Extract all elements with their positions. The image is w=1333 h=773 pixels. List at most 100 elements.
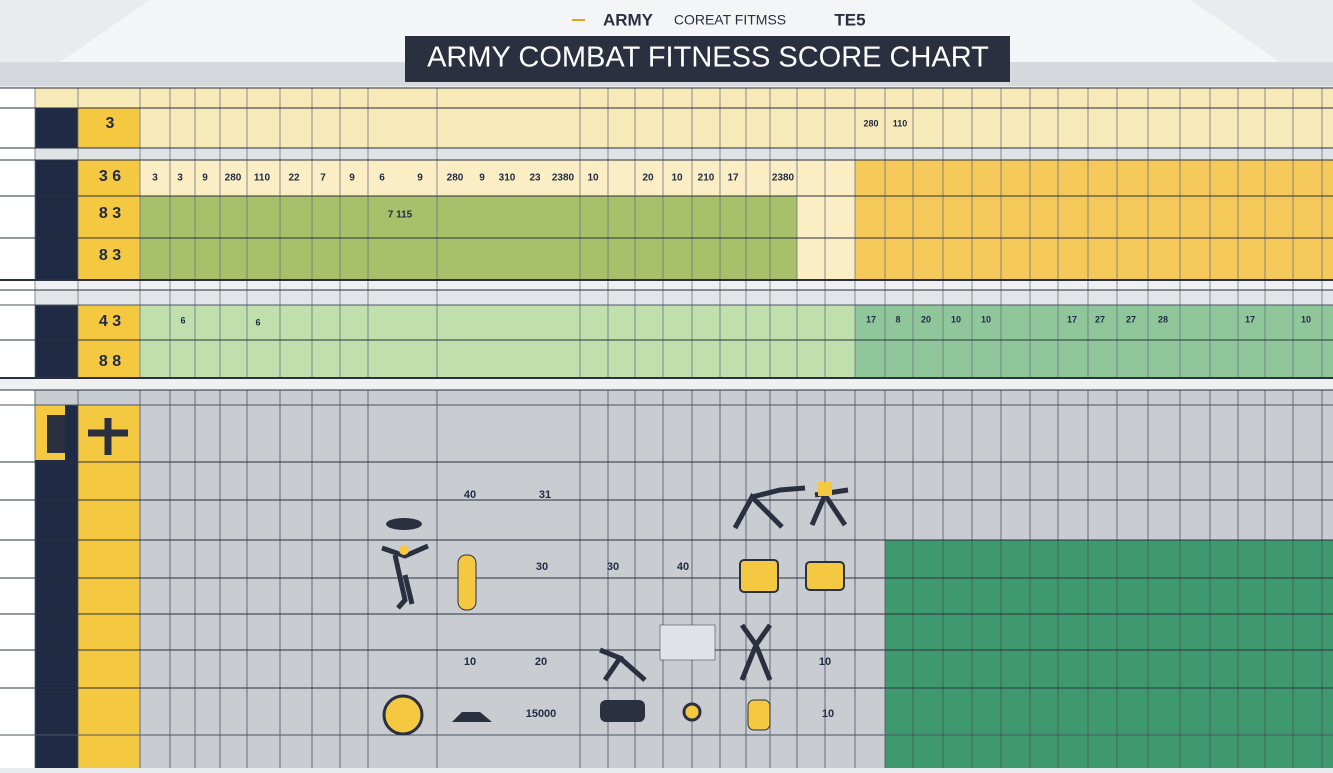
- grid: [0, 87, 1333, 768]
- cell-label: 30: [607, 561, 619, 573]
- cell: [0, 390, 35, 768]
- cell-label: 310: [499, 173, 516, 184]
- figure: [599, 647, 647, 682]
- cell-label: 280: [225, 173, 242, 184]
- cell-label: 17: [866, 314, 876, 324]
- cell-label: 10: [822, 708, 834, 720]
- cell-label: 8 3: [99, 205, 121, 222]
- kicker: ARMY: [603, 10, 654, 29]
- figure: [600, 700, 645, 722]
- figure: [818, 482, 832, 496]
- cell-label: 31: [539, 489, 551, 501]
- cell-label: 6: [180, 315, 185, 325]
- cell-label: 6: [255, 317, 260, 327]
- title: ARMY COMBAT FITNESS SCORE CHART: [427, 42, 989, 74]
- cell-label: 9: [202, 173, 208, 184]
- cell-label: 2380: [552, 173, 575, 184]
- cell: [35, 160, 78, 280]
- cell-label: 3: [106, 115, 115, 132]
- cell: [885, 540, 1333, 768]
- figure: [457, 554, 477, 611]
- figure: [382, 694, 424, 736]
- cell: [0, 148, 1333, 160]
- cell-label: 40: [677, 561, 689, 573]
- cell: [855, 160, 1333, 196]
- cell-label: 6: [379, 173, 385, 184]
- cell-label: 10: [671, 173, 683, 184]
- cell: [0, 160, 855, 196]
- figure: [747, 699, 771, 731]
- labels: 3 3 6 8 3 8 3 4 3 8 8 3 3 9 280 110 22 7 9 6 9 280 9 310 23…: [99, 115, 1311, 720]
- cell-label: 30: [536, 561, 548, 573]
- cell-label: 210: [698, 173, 715, 184]
- cell: [35, 108, 78, 148]
- cell-label: 22: [288, 173, 300, 184]
- cell-label: 27: [1126, 314, 1136, 324]
- cell: [855, 305, 1333, 378]
- cell: [78, 305, 140, 378]
- cell-label: 20: [642, 173, 654, 184]
- cell-label: 20: [921, 314, 931, 324]
- cell: [78, 160, 140, 280]
- cell: [35, 405, 78, 768]
- figure: [381, 543, 429, 610]
- figure: [399, 545, 409, 555]
- cell-label: 10: [819, 656, 831, 668]
- cell: [0, 280, 1333, 290]
- cell-label: 10: [464, 656, 476, 668]
- cell-label: 15000: [526, 708, 557, 720]
- figure: [805, 561, 845, 591]
- kicker-3: TE5: [834, 10, 865, 29]
- figure: [88, 418, 128, 455]
- cell-label: 3: [152, 173, 158, 184]
- cell-label: 20: [535, 656, 547, 668]
- cell-label: 280: [447, 173, 464, 184]
- cell-label: 40: [464, 489, 476, 501]
- figure: [682, 702, 702, 722]
- cell-label: 8 8: [99, 353, 121, 370]
- cell-label: 28: [1158, 314, 1168, 324]
- cell-label: 7 115: [388, 210, 413, 221]
- cell: [35, 305, 78, 378]
- cells: [0, 88, 1333, 768]
- cell-label: 10: [951, 314, 961, 324]
- cell-label: 280: [863, 118, 878, 128]
- cell-label: 4 3: [99, 313, 121, 330]
- cell: [0, 290, 1333, 305]
- cell-label: 27: [1095, 314, 1105, 324]
- cell-label: 2380: [772, 173, 795, 184]
- cell-label: 9: [479, 173, 485, 184]
- cell-label: 3 6: [99, 168, 121, 185]
- cell-label: 17: [1067, 314, 1077, 324]
- kicker-2: COREAT FITMSS: [674, 12, 786, 28]
- cell-label: 17: [1245, 314, 1255, 324]
- figure: [47, 415, 65, 453]
- figure: [732, 485, 806, 530]
- cell-label: 8 3: [99, 247, 121, 264]
- cell: [0, 378, 1333, 390]
- cell-label: 110: [254, 173, 271, 184]
- figures: [47, 415, 849, 736]
- figure: [739, 623, 773, 681]
- cell-label: 3: [177, 173, 183, 184]
- cell: [78, 405, 140, 768]
- figure: [386, 518, 422, 530]
- cell-label: 9: [417, 173, 423, 184]
- cell-label: 17: [727, 173, 739, 184]
- figure: [452, 712, 492, 722]
- cell-label: 9: [349, 173, 355, 184]
- title-box: [405, 36, 1010, 82]
- cell-label: 110: [893, 118, 908, 128]
- cell-label: 10: [1301, 314, 1311, 324]
- cell-label: 10: [587, 173, 599, 184]
- cell: [0, 305, 855, 378]
- note-box: [659, 624, 716, 661]
- cell-label: 23: [529, 173, 541, 184]
- cell: [78, 108, 140, 148]
- cell-label: 10: [981, 314, 991, 324]
- figure: [739, 559, 779, 593]
- cell-label: 7: [320, 173, 326, 184]
- cell: [0, 88, 35, 378]
